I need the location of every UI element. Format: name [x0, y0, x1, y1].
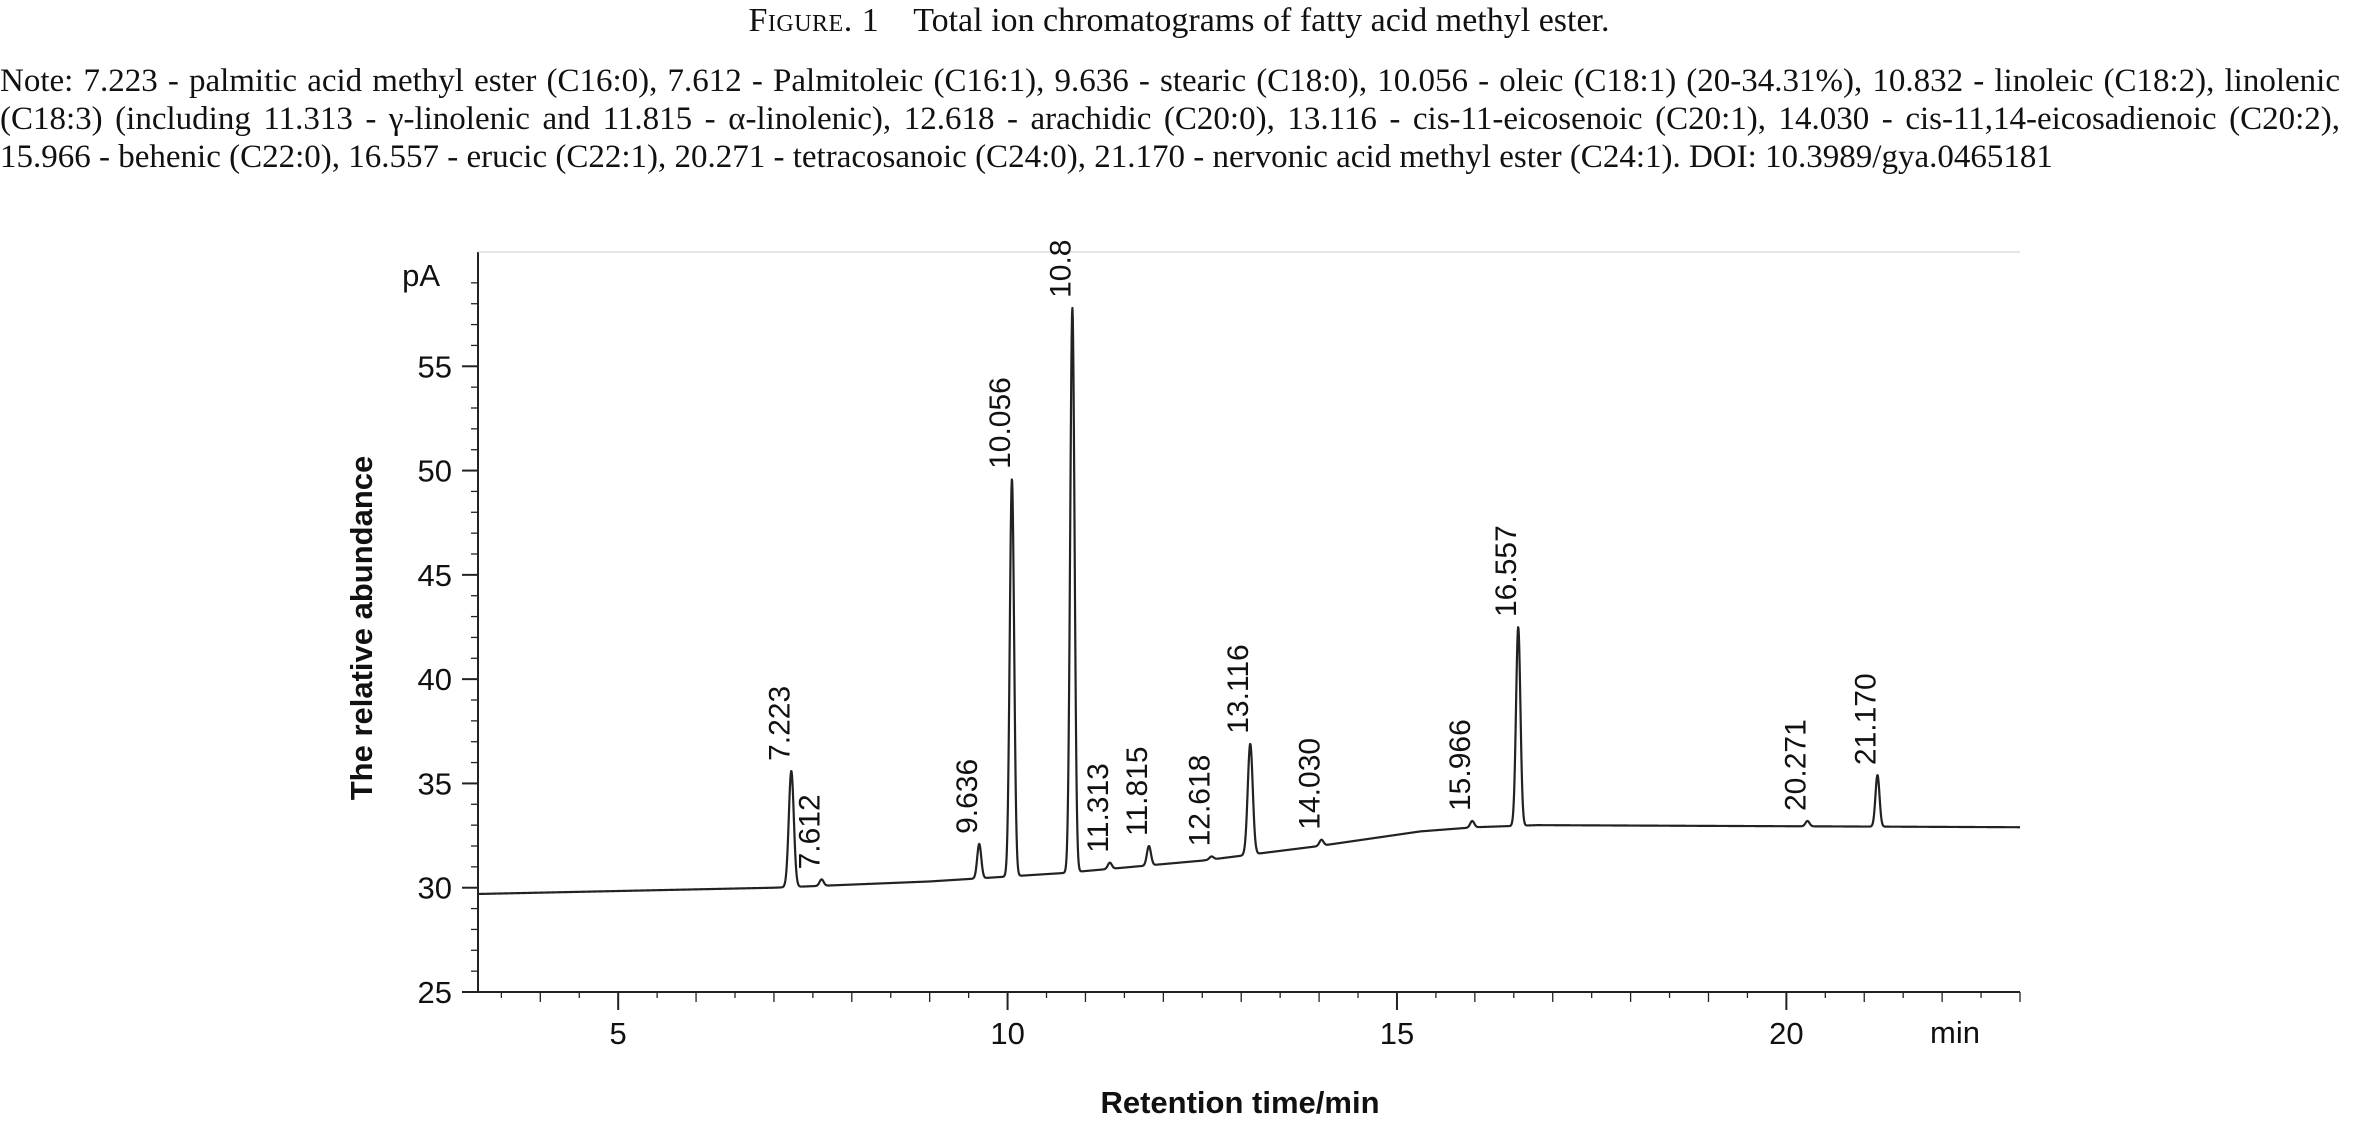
chromatogram-chart: 25 30 35 40 45 50 55 5 10 15 20 7.223 7.612 9.636 10… [344, 240, 2021, 1120]
peak-label: 9.636 [951, 759, 984, 834]
y-tick-label: 55 [418, 349, 452, 384]
peak-label: 16.557 [1490, 525, 1523, 617]
y-unit-label: pA [402, 258, 440, 293]
peak-label: 11.313 [1082, 763, 1115, 853]
peak-label: 15.966 [1444, 719, 1477, 811]
x-tick-label: 20 [1769, 1016, 1803, 1051]
figure-label: Figure. 1 [748, 2, 880, 39]
peak-label: 14.030 [1293, 738, 1326, 830]
figure-caption: Figure. 1 Total ion chromatograms of fatt… [0, 2, 2358, 40]
peak-label: 10.056 [984, 377, 1017, 469]
y-tick-label: 45 [418, 558, 452, 593]
y-tick-label: 40 [418, 662, 452, 697]
x-axis: 5 10 15 20 [478, 251, 2021, 1051]
y-axis: 25 30 35 40 45 50 55 [418, 252, 479, 1010]
peak-label: 7.612 [794, 794, 827, 869]
peak-labels: 7.223 7.612 9.636 10.056 10.832 11.313 11.815 1… [763, 240, 1882, 869]
x-tick-label: 15 [1380, 1016, 1414, 1051]
figure-note: Note: 7.223 - palmitic acid methyl ester… [0, 63, 2340, 175]
peak-label: 12.618 [1184, 755, 1217, 847]
peak-label: 13.116 [1222, 644, 1255, 734]
peak-label: 11.815 [1121, 746, 1154, 836]
peak-label: 20.271 [1780, 719, 1813, 811]
x-tick-label: 5 [610, 1016, 627, 1051]
y-tick-label: 30 [418, 871, 452, 906]
y-tick-label: 25 [418, 975, 452, 1010]
y-axis-title: The relative abundance [344, 456, 379, 801]
x-axis-title: Retention time/min [1100, 1085, 1379, 1120]
peak-label: 7.223 [763, 686, 796, 761]
peak-label: 10.832 [1044, 240, 1077, 298]
y-tick-label: 50 [418, 454, 452, 489]
x-unit-label: min [1930, 1015, 1980, 1050]
figure-title: Total ion chromatograms of fatty acid me… [913, 2, 1610, 39]
peak-label: 21.170 [1850, 673, 1883, 765]
chromatogram-trace [477, 306, 2021, 896]
x-tick-label: 10 [990, 1016, 1024, 1051]
y-tick-label: 35 [418, 766, 452, 801]
